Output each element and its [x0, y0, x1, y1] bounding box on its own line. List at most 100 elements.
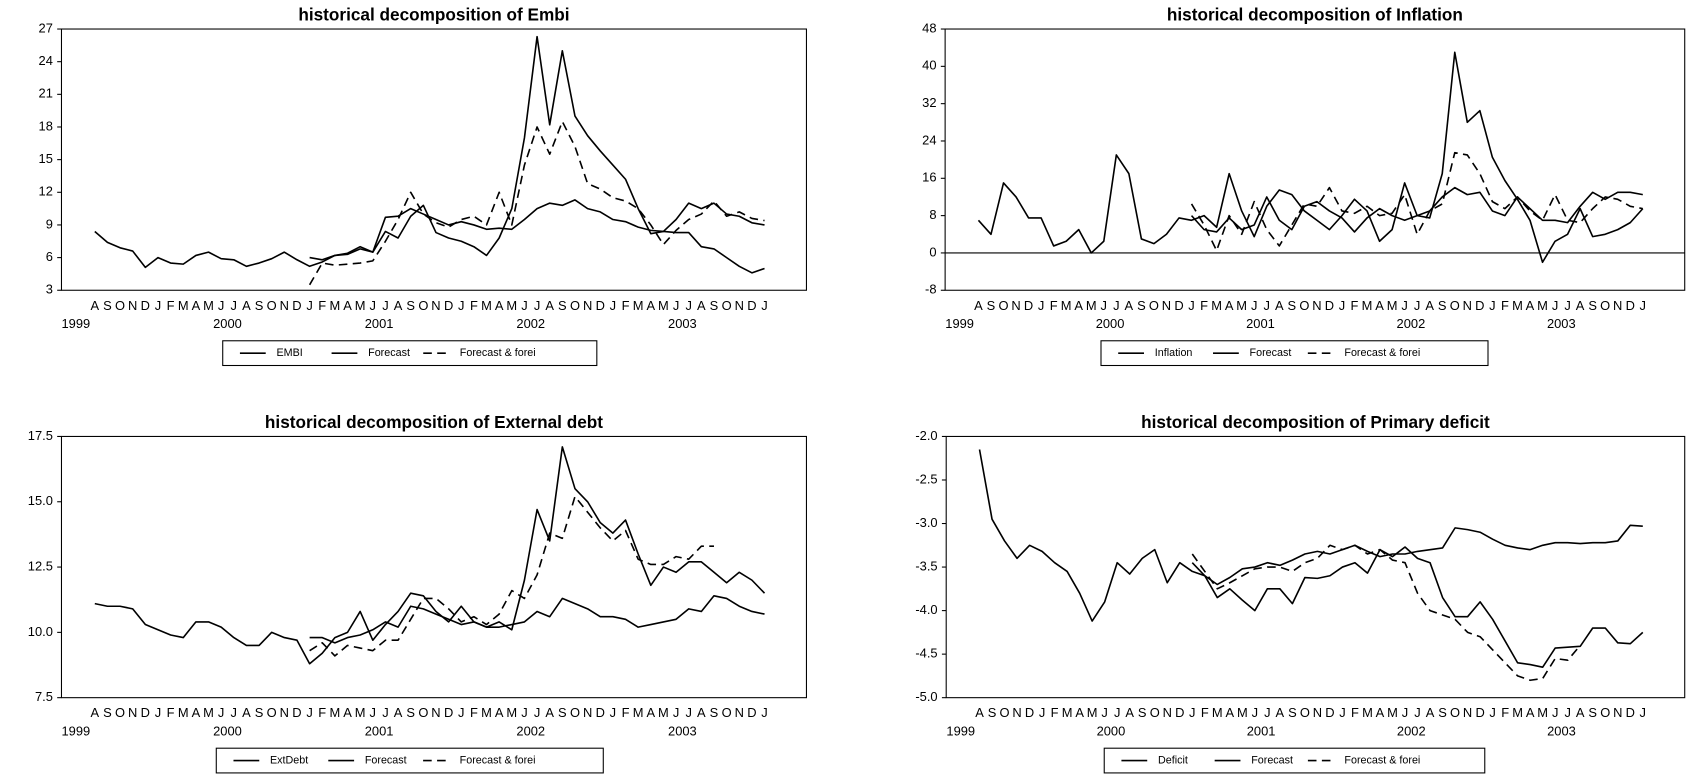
- x-tick-label: A: [242, 298, 251, 313]
- x-tick-label: A: [343, 298, 352, 313]
- x-tick-label: O: [1600, 298, 1610, 313]
- chart-title: historical decomposition of External deb…: [265, 412, 603, 432]
- y-tick-label: 24: [39, 53, 53, 68]
- x-tick-label: N: [1011, 298, 1020, 313]
- x-tick-label: O: [418, 298, 428, 313]
- x-tick-label: A: [1226, 705, 1235, 720]
- x-tick-label: S: [1588, 298, 1597, 313]
- x-tick-label: A: [1375, 298, 1384, 313]
- x-tick-label: D: [1025, 705, 1034, 720]
- x-tick-label: F: [1351, 298, 1359, 313]
- legend-label: Forecast & forei: [460, 347, 536, 359]
- year-label: 1999: [62, 723, 91, 738]
- x-tick-label: J: [382, 298, 388, 313]
- x-tick-label: M: [330, 705, 341, 720]
- x-tick-label: O: [1300, 705, 1310, 720]
- y-tick-label: 18: [39, 118, 53, 133]
- x-tick-label: A: [1426, 705, 1435, 720]
- x-tick-label: O: [722, 298, 732, 313]
- x-tick-label: N: [735, 705, 744, 720]
- x-tick-label: A: [1425, 298, 1434, 313]
- x-tick-label: A: [697, 298, 706, 313]
- x-tick-label: M: [1212, 705, 1223, 720]
- y-tick-label: 24: [922, 132, 936, 147]
- x-tick-label: M: [481, 705, 492, 720]
- x-tick-label: M: [203, 298, 214, 313]
- x-tick-label: O: [1149, 298, 1159, 313]
- x-tick-label: N: [431, 705, 440, 720]
- x-tick-label: A: [394, 298, 403, 313]
- year-label: 2001: [365, 723, 394, 738]
- x-tick-label: J: [761, 298, 767, 313]
- x-tick-label: S: [1438, 705, 1447, 720]
- x-tick-label: S: [987, 298, 996, 313]
- x-tick-label: O: [115, 298, 125, 313]
- x-tick-label: A: [975, 705, 984, 720]
- x-tick-label: J: [1039, 705, 1045, 720]
- x-tick-label: J: [458, 298, 464, 313]
- x-tick-label: J: [1401, 298, 1407, 313]
- x-tick-label: M: [633, 298, 644, 313]
- x-tick-label: J: [1188, 298, 1194, 313]
- x-tick-label: M: [178, 298, 189, 313]
- chart-title: historical decomposition of Inflation: [1167, 5, 1463, 25]
- x-tick-label: D: [1024, 298, 1033, 313]
- x-tick-label: M: [1061, 298, 1072, 313]
- x-tick-label: A: [1526, 705, 1535, 720]
- x-tick-label: A: [646, 705, 655, 720]
- x-tick-label: M: [633, 705, 644, 720]
- x-tick-label: A: [343, 705, 352, 720]
- x-tick-label: N: [1312, 298, 1321, 313]
- x-tick-label: A: [495, 705, 504, 720]
- x-tick-label: S: [710, 705, 719, 720]
- year-label: 2003: [1547, 316, 1576, 331]
- y-tick-label: 27: [39, 20, 53, 35]
- legend-label: Forecast: [1250, 347, 1292, 359]
- y-tick-label: -8: [925, 282, 936, 297]
- x-tick-label: M: [1387, 705, 1398, 720]
- x-tick-label: S: [103, 298, 112, 313]
- x-tick-label: J: [458, 705, 464, 720]
- x-tick-label: F: [1200, 298, 1208, 313]
- x-tick-label: A: [1225, 298, 1234, 313]
- x-tick-label: D: [1626, 298, 1635, 313]
- series-line: [94, 446, 766, 665]
- x-tick-label: A: [1275, 298, 1284, 313]
- x-tick-label: J: [673, 298, 679, 313]
- y-tick-label: -5.0: [915, 689, 937, 704]
- year-label: 2000: [1097, 723, 1126, 738]
- x-tick-label: A: [1576, 298, 1585, 313]
- x-tick-label: J: [1640, 705, 1646, 720]
- x-tick-label: J: [370, 298, 376, 313]
- x-tick-label: J: [1414, 298, 1420, 313]
- x-tick-label: S: [988, 705, 997, 720]
- x-tick-label: D: [596, 705, 605, 720]
- x-tick-label: A: [545, 705, 554, 720]
- year-label: 2001: [365, 316, 394, 331]
- x-tick-label: O: [570, 705, 580, 720]
- x-tick-label: D: [1475, 298, 1484, 313]
- x-tick-label: J: [534, 705, 540, 720]
- y-tick-label: 15: [39, 151, 53, 166]
- x-tick-label: D: [596, 298, 605, 313]
- chart-title: historical decomposition of Primary defi…: [1141, 412, 1490, 432]
- x-tick-label: M: [1537, 705, 1548, 720]
- x-tick-label: N: [1613, 298, 1622, 313]
- x-tick-label: D: [747, 298, 756, 313]
- x-tick-label: J: [761, 705, 767, 720]
- x-tick-label: F: [318, 705, 326, 720]
- x-tick-label: N: [583, 705, 592, 720]
- x-tick-label: F: [318, 298, 326, 313]
- x-tick-label: J: [610, 298, 616, 313]
- year-label: 2002: [1397, 316, 1426, 331]
- y-tick-label: -3.5: [915, 558, 937, 573]
- x-tick-label: J: [1402, 705, 1408, 720]
- x-tick-label: M: [1387, 298, 1398, 313]
- x-tick-label: O: [1000, 705, 1010, 720]
- y-tick-label: -4.0: [915, 602, 937, 617]
- x-tick-label: A: [242, 705, 251, 720]
- x-tick-label: J: [610, 705, 616, 720]
- x-tick-label: N: [735, 298, 744, 313]
- x-tick-label: J: [1101, 705, 1107, 720]
